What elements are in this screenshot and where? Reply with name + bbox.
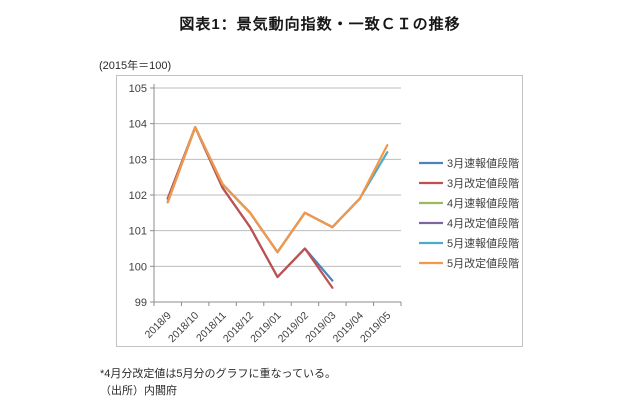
axis-unit-note: (2015年＝100) — [99, 60, 172, 72]
x-axis-label: 2019/05 — [358, 310, 393, 345]
legend-item: 4月改定値段階 — [419, 216, 519, 230]
series-line-5 — [166, 126, 389, 254]
overlap-footnote: *4月分改定値は5月分のグラフに重なっている。 — [100, 368, 336, 380]
y-axis-label: 103 — [129, 154, 147, 166]
legend-label: 3月速報値段階 — [447, 156, 519, 170]
y-axis-label: 102 — [129, 190, 147, 202]
x-axis-label: 2018/10 — [166, 310, 201, 345]
series-line-4 — [166, 126, 389, 254]
legend-item: 3月速報値段階 — [419, 156, 519, 170]
y-axis-label: 105 — [129, 83, 147, 95]
y-axis-label: 100 — [129, 261, 147, 273]
legend-item: 5月速報値段階 — [419, 236, 519, 250]
legend-item: 5月改定値段階 — [419, 256, 519, 270]
series-line-1 — [166, 126, 334, 289]
legend-label: 5月速報値段階 — [447, 236, 519, 250]
source-note: （出所）内閣府 — [100, 385, 177, 397]
chart-frame: 99 100 101 102 103 104 105 2018/9 2018/10 2018/11… — [116, 75, 523, 347]
legend-label: 3月改定値段階 — [447, 176, 519, 190]
series-line-0 — [166, 126, 334, 282]
legend-item: 4月速報値段階 — [419, 196, 519, 210]
y-axis-label: 101 — [129, 226, 147, 238]
legend-item: 3月改定値段階 — [419, 176, 519, 190]
legend-label: 4月改定値段階 — [447, 216, 519, 230]
legend-label: 4月速報値段階 — [447, 196, 519, 210]
y-axis-label: 104 — [129, 119, 147, 131]
chart-title: 図表1：景気動向指数・一致ＣＩの推移 — [179, 16, 461, 33]
legend-label: 5月改定値段階 — [447, 256, 519, 270]
y-axis-label: 99 — [135, 297, 147, 309]
line-chart: 991001011021031041052018/92018/102018/11… — [129, 83, 519, 345]
